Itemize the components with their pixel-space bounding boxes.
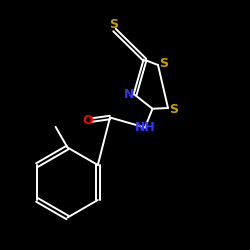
Text: S: S (159, 57, 168, 70)
Text: NH: NH (134, 121, 156, 134)
Text: N: N (124, 88, 135, 102)
Text: S: S (169, 103, 178, 116)
Text: O: O (82, 114, 93, 126)
Text: S: S (109, 18, 118, 31)
